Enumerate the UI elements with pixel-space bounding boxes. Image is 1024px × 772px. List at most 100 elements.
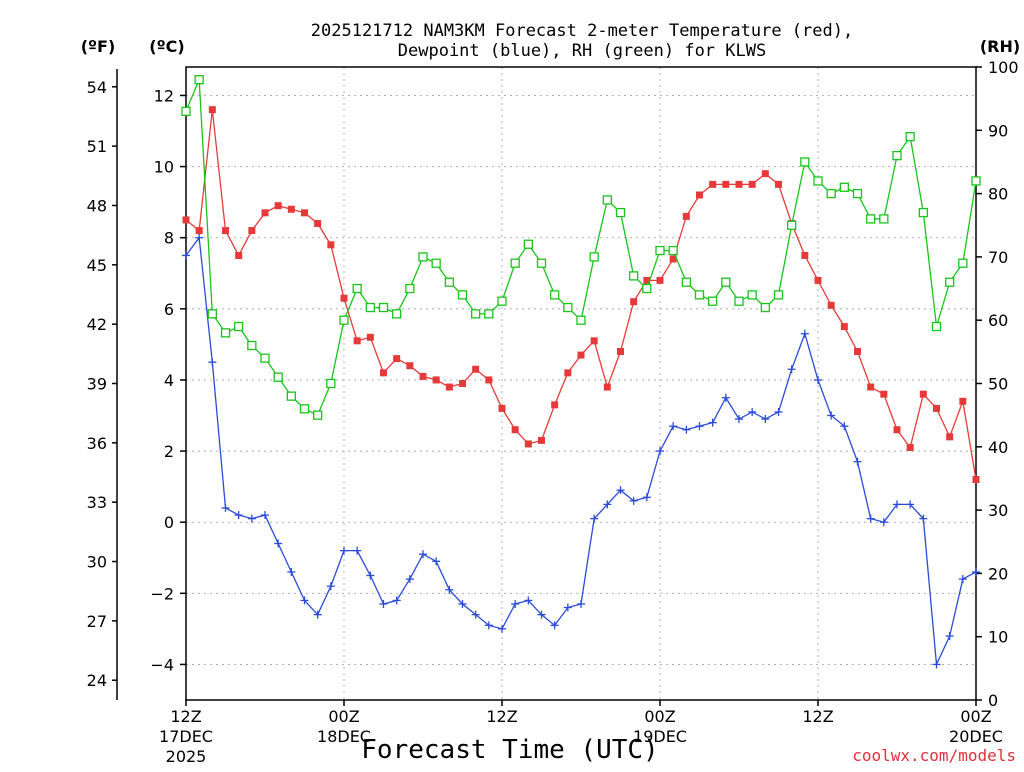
rh-point xyxy=(694,290,705,300)
dewpoint-point xyxy=(669,422,678,431)
rh-point xyxy=(589,252,599,262)
rh-point xyxy=(615,207,626,218)
rh-point xyxy=(602,195,612,205)
rh-point xyxy=(787,220,797,230)
rh-point xyxy=(668,245,678,256)
dewpoint-point xyxy=(432,557,441,566)
temp-point xyxy=(669,255,677,263)
dewpoint-point xyxy=(458,599,467,608)
dewpoint-point xyxy=(234,511,243,520)
dewpoint-point xyxy=(221,503,230,512)
rh-point xyxy=(642,283,652,294)
temp-point xyxy=(656,276,664,284)
rh-point xyxy=(523,239,533,249)
dewpoint-point xyxy=(787,365,796,374)
temp-point xyxy=(933,404,940,412)
rh-point xyxy=(286,391,296,401)
rh-point xyxy=(510,258,520,268)
dewpoint-point xyxy=(642,493,651,502)
unit-label-rh: (RH) xyxy=(980,37,1020,56)
f-tick-label: 30 xyxy=(87,553,107,572)
rh-point xyxy=(260,353,270,363)
dewpoint-point xyxy=(484,621,493,630)
dewpoint-point xyxy=(537,610,546,619)
temp-point xyxy=(353,337,361,345)
rh-tick-label: 20 xyxy=(988,564,1008,583)
dewpoint-point xyxy=(919,514,928,523)
dewpoint-point xyxy=(550,621,559,630)
dewpoint-point xyxy=(563,603,572,612)
rh-point xyxy=(352,283,362,294)
temp-point xyxy=(972,476,980,484)
temp-point xyxy=(735,180,743,188)
rh-tick-label: 80 xyxy=(988,185,1008,204)
dewpoint-point xyxy=(616,486,625,495)
temp-point xyxy=(854,347,861,355)
temp-point xyxy=(551,401,559,409)
rh-point xyxy=(918,207,928,218)
c-tick-label: 8 xyxy=(164,229,174,248)
series-dewpoint xyxy=(182,233,980,669)
rh-point xyxy=(747,290,757,300)
dewpoint-point xyxy=(419,550,427,559)
rh-point xyxy=(958,258,968,268)
rh-tick-label: 100 xyxy=(988,58,1019,77)
f-tick-label: 54 xyxy=(87,78,107,97)
dewpoint-point xyxy=(445,585,454,594)
temp-point xyxy=(761,170,769,178)
temp-point xyxy=(445,383,453,391)
dewpoint-point xyxy=(708,418,717,427)
dewpoint-point xyxy=(879,518,888,527)
rh-point xyxy=(971,176,981,186)
temp-point xyxy=(261,209,269,217)
x-year-label: 2025 xyxy=(166,747,207,766)
x-tick-label: 12Z xyxy=(170,707,201,726)
temp-point xyxy=(682,212,690,220)
series-line-relative-humidity xyxy=(185,79,977,417)
temp-point xyxy=(419,372,427,380)
temp-point xyxy=(498,404,506,412)
rh-point xyxy=(273,372,283,382)
temp-point xyxy=(208,106,216,114)
dewpoint-point xyxy=(748,407,757,416)
temp-point xyxy=(393,355,401,363)
x-axis-label: Forecast Time (UTC) xyxy=(361,735,658,765)
temp-point xyxy=(235,251,243,259)
rh-point xyxy=(800,157,810,167)
temp-point xyxy=(893,426,901,434)
dewpoint-point xyxy=(195,233,204,242)
rh-point xyxy=(852,188,863,199)
chart-title-line2: Dewpoint (blue), RH (green) for KLWS xyxy=(398,41,766,61)
temp-point xyxy=(827,301,835,309)
rh-point xyxy=(194,75,204,85)
temp-point xyxy=(366,333,374,341)
rh-point xyxy=(392,309,402,319)
dewpoint-point xyxy=(814,375,822,384)
temp-point xyxy=(722,180,730,188)
credit-text: coolwx.com/models xyxy=(852,746,1016,765)
x-tick-label: 00Z xyxy=(960,707,991,726)
dewpoint-point xyxy=(379,599,388,608)
c-tick-label: 0 xyxy=(164,513,174,532)
temp-point xyxy=(946,433,954,441)
c-tick-label: 4 xyxy=(164,371,174,390)
dewpoint-point xyxy=(182,251,190,260)
dewpoint-point xyxy=(932,660,941,669)
temp-point xyxy=(630,298,638,306)
axis-layer: 2427303336394245485154−4−202468101201020… xyxy=(87,58,1019,766)
temp-point xyxy=(603,383,611,391)
rh-point xyxy=(773,290,784,300)
dewpoint-point xyxy=(287,567,296,576)
rh-point xyxy=(299,404,310,414)
temp-point xyxy=(959,397,967,405)
temp-point xyxy=(696,191,703,199)
c-tick-label: 12 xyxy=(154,86,174,105)
rh-point xyxy=(813,176,823,186)
temp-point xyxy=(538,436,545,444)
f-tick-label: 24 xyxy=(87,671,107,690)
temp-point xyxy=(880,390,888,398)
temp-point xyxy=(709,180,717,188)
rh-point xyxy=(655,245,665,256)
rh-tick-label: 70 xyxy=(988,248,1008,267)
temp-point xyxy=(432,376,440,384)
